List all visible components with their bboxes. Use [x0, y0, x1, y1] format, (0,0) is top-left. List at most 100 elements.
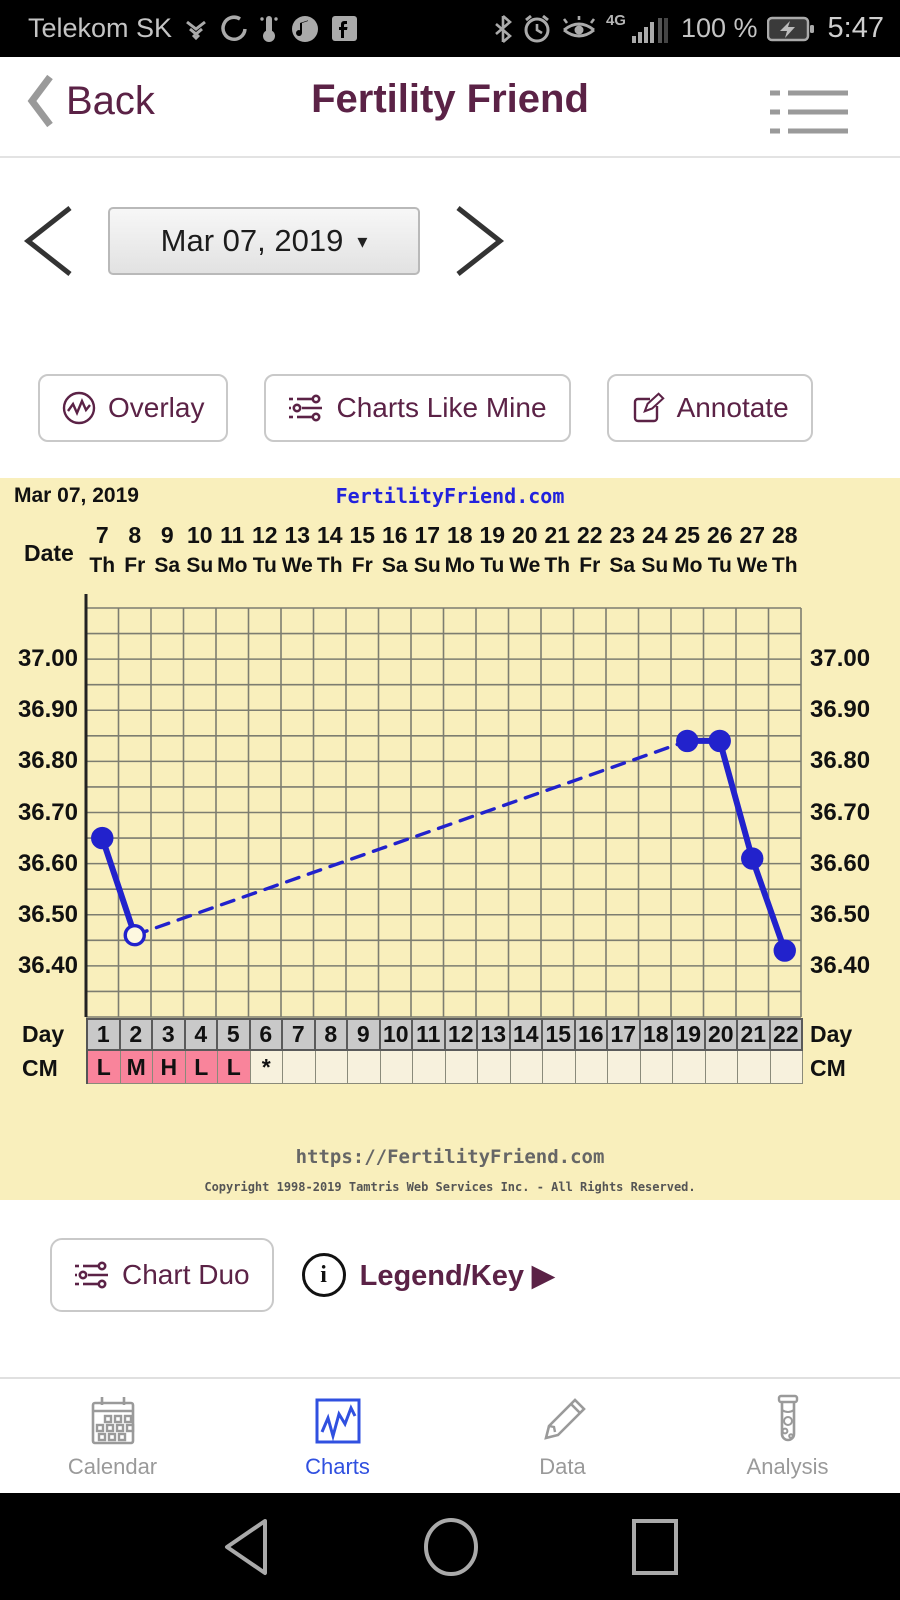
network-type-label: 4G	[605, 11, 626, 29]
charts-like-mine-label: Charts Like Mine	[336, 392, 547, 423]
sliders-icon	[75, 1261, 108, 1289]
tab-calendar-label: Calendar	[67, 1454, 158, 1479]
temp-point-day-19	[676, 729, 699, 753]
legend-key-label: Legend/Key ▶	[359, 1259, 555, 1292]
cycle-date-dropdown[interactable]: Mar 07, 2019 ▾	[108, 207, 420, 275]
day-cell-18: 18	[640, 1018, 673, 1051]
weekday-cell-21: We	[736, 554, 768, 577]
ytick-right-36.70: 36.70	[810, 798, 871, 826]
day-axis-label-right: Day	[810, 1021, 853, 1047]
list-menu-button[interactable]	[770, 87, 848, 144]
android-recents-button[interactable]	[627, 1516, 683, 1578]
chart-duo-button[interactable]: Chart Duo	[50, 1238, 274, 1312]
ytick-right-36.50: 36.50	[810, 900, 871, 928]
android-home-button[interactable]	[420, 1516, 482, 1578]
weekday-cell-14: We	[509, 554, 541, 577]
previous-cycle-button[interactable]	[0, 202, 96, 280]
music-notification-icon	[290, 14, 320, 44]
ytick-left-36.70: 36.70	[17, 798, 78, 826]
ytick-left-36.50: 36.50	[17, 900, 78, 928]
legend-key-button[interactable]: i Legend/Key ▶	[301, 1253, 555, 1297]
cm-axis-label-right: CM	[810, 1055, 846, 1081]
cm-cell-3: H	[153, 1051, 186, 1084]
cm-cell-8	[315, 1051, 348, 1084]
pencil-icon	[543, 1398, 586, 1440]
day-cell-19: 19	[673, 1018, 706, 1051]
temp-point-day-22	[773, 939, 796, 962]
android-back-button[interactable]	[217, 1516, 275, 1578]
ytick-left-36.60: 36.60	[17, 849, 78, 877]
annotate-button[interactable]: Annotate	[606, 374, 813, 442]
weekday-cell-5: Mo	[217, 554, 248, 577]
next-cycle-button[interactable]	[432, 202, 528, 280]
cervical-mucus-row: L M H L L *	[86, 1051, 803, 1084]
cm-cell-12	[445, 1051, 478, 1084]
cm-cell-21	[738, 1051, 771, 1084]
weekday-cell-1: Th	[89, 554, 116, 577]
day-cell-21: 21	[738, 1018, 771, 1051]
date-axis-label: Date	[24, 540, 74, 566]
signal-bars-icon	[631, 14, 672, 44]
chart-url-label: https://FertilityFriend.com	[295, 1146, 605, 1168]
date-cell-14: 20	[511, 522, 538, 548]
charts-like-mine-button[interactable]: Charts Like Mine	[264, 374, 571, 442]
cm-cell-19	[673, 1051, 706, 1084]
back-button[interactable]: Back	[26, 73, 155, 129]
tab-charts[interactable]: Charts	[225, 1379, 450, 1495]
weekday-cell-3: Sa	[154, 554, 181, 577]
date-cell-22: 28	[771, 522, 798, 548]
ytick-right-36.60: 36.60	[810, 849, 871, 877]
tab-data[interactable]: Data	[450, 1379, 675, 1495]
date-cell-4: 10	[186, 522, 213, 548]
temp-segment	[99, 835, 138, 939]
app-header: Back Fertility Friend	[0, 57, 900, 158]
date-cell-8: 14	[316, 522, 343, 548]
day-axis-label-left: Day	[22, 1021, 65, 1047]
ytick-right-36.40: 36.40	[810, 951, 871, 979]
date-cell-7: 13	[284, 522, 311, 548]
weekday-cell-22: Th	[771, 554, 798, 577]
day-cell-2: 2	[120, 1018, 153, 1051]
overlay-label: Overlay	[108, 392, 205, 423]
tab-analysis[interactable]: Analysis	[675, 1379, 900, 1495]
cm-axis-label-left: CM	[22, 1055, 58, 1081]
day-cell-5: 5	[218, 1018, 251, 1051]
calendar-icon	[91, 1397, 134, 1445]
cm-cell-18	[640, 1051, 673, 1084]
tab-charts-label: Charts	[305, 1454, 370, 1479]
day-cell-20: 20	[705, 1018, 738, 1051]
cm-cell-15	[543, 1051, 576, 1084]
info-icon: i	[301, 1253, 346, 1297]
alarm-icon	[522, 14, 552, 44]
date-cell-3: 9	[160, 522, 174, 548]
ytick-right-36.80: 36.80	[810, 747, 871, 775]
weekday-cell-4: Su	[186, 554, 214, 577]
date-cell-16: 22	[576, 522, 603, 548]
date-cell-19: 25	[674, 522, 701, 548]
day-cell-9: 9	[348, 1018, 381, 1051]
tab-calendar[interactable]: Calendar	[0, 1379, 225, 1495]
cm-cell-22	[770, 1051, 803, 1084]
status-bar: Telekom SK	[0, 0, 900, 57]
day-cell-22: 22	[770, 1018, 803, 1051]
date-navigation: Mar 07, 2019 ▾	[0, 196, 560, 286]
ytick-right-37.00: 37.00	[810, 645, 871, 673]
weekday-cell-16: Fr	[579, 554, 601, 577]
cm-cell-9	[348, 1051, 381, 1084]
overlay-button[interactable]: Overlay	[38, 374, 229, 442]
ytick-left-36.40: 36.40	[17, 951, 78, 979]
day-cell-17: 17	[608, 1018, 641, 1051]
recents-square-icon	[632, 1518, 678, 1575]
cm-cell-13	[478, 1051, 511, 1084]
chart-copyright-label: Copyright 1998-2019 Tamtris Web Services…	[204, 1180, 696, 1194]
date-cell-10: 16	[381, 522, 408, 548]
date-cell-6: 12	[251, 522, 278, 548]
carrier-label: Telekom SK	[28, 13, 173, 43]
weekday-cell-10: Sa	[381, 554, 408, 577]
back-triangle-icon	[225, 1518, 267, 1575]
day-cell-1: 1	[88, 1018, 121, 1051]
ytick-left-37.00: 37.00	[17, 645, 78, 673]
temperature-grid	[84, 594, 802, 1018]
day-cell-4: 4	[185, 1018, 218, 1051]
